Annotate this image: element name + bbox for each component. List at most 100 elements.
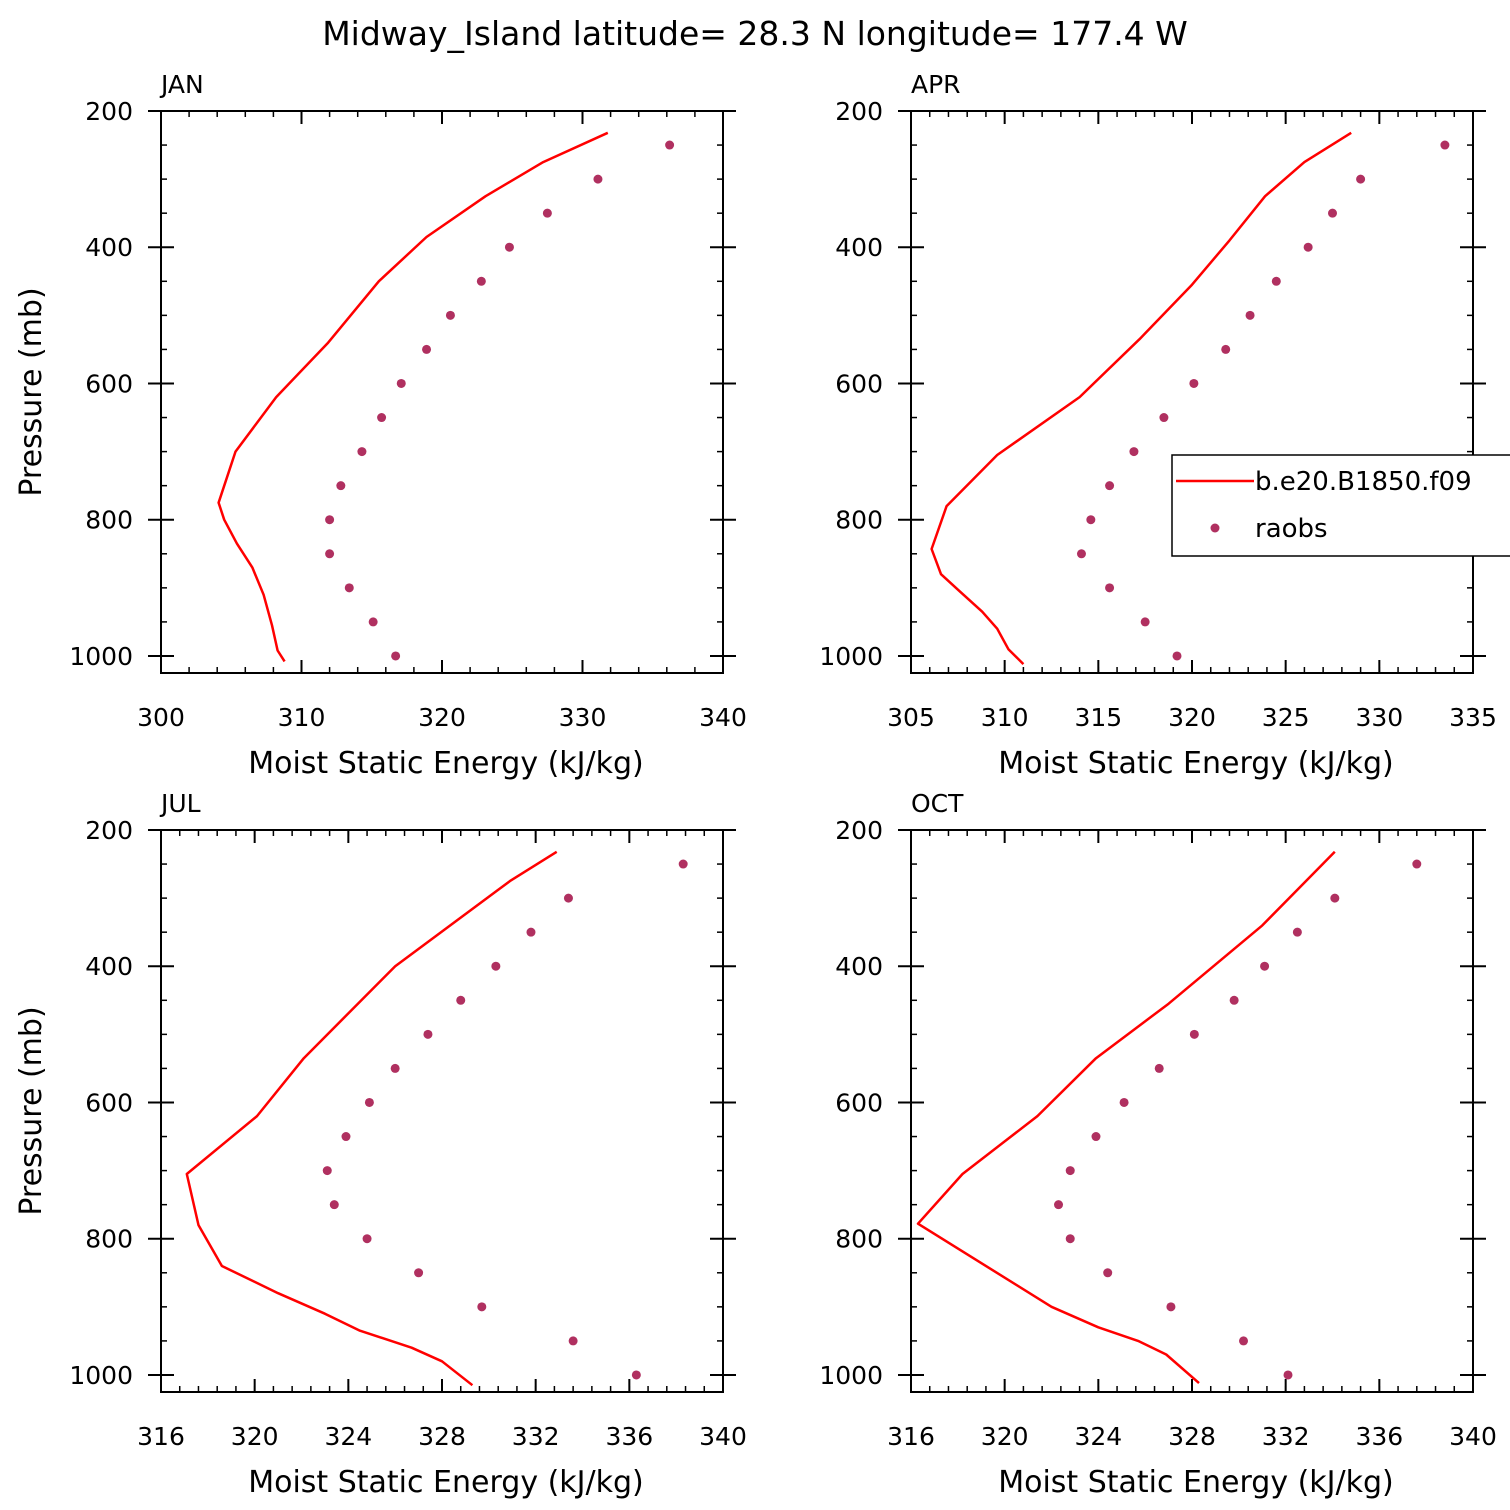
- obs-point: [329, 1200, 339, 1210]
- y-tick-label: 1000: [819, 642, 883, 671]
- obs-point: [368, 617, 378, 627]
- x-tick-label: 340: [1449, 1422, 1497, 1451]
- x-tick-label: 325: [1262, 703, 1310, 732]
- obs-point: [422, 344, 432, 354]
- obs-point: [504, 242, 514, 252]
- obs-point: [1140, 617, 1150, 627]
- obs-point: [1229, 995, 1239, 1005]
- y-tick-label: 200: [85, 816, 133, 845]
- panel-month-label: APR: [911, 70, 961, 99]
- model-line: [930, 131, 1352, 665]
- obs-point: [1412, 859, 1422, 869]
- obs-point: [1330, 893, 1340, 903]
- legend-box: [1171, 454, 1510, 557]
- x-tick-label: 310: [981, 703, 1029, 732]
- x-tick-label: 320: [981, 1422, 1029, 1451]
- obs-point: [445, 310, 455, 320]
- y-axis-label: Pressure (mb): [14, 1006, 49, 1215]
- obs-point: [1105, 481, 1115, 491]
- obs-point: [377, 413, 387, 423]
- model-line: [217, 131, 609, 663]
- x-tick-label: 305: [887, 703, 935, 732]
- obs-point: [1054, 1200, 1064, 1210]
- obs-point: [396, 378, 406, 388]
- obs-point: [322, 1166, 332, 1176]
- obs-point: [1239, 1336, 1249, 1346]
- x-tick-label: 340: [699, 703, 747, 732]
- x-tick-label: 324: [324, 1422, 372, 1451]
- y-axis-label: Pressure (mb): [14, 287, 49, 496]
- y-tick-label: 400: [835, 233, 883, 262]
- x-tick-label: 330: [1355, 703, 1403, 732]
- y-tick-label: 600: [835, 1088, 883, 1117]
- obs-point: [491, 961, 501, 971]
- obs-point: [1189, 1029, 1199, 1039]
- panel-month-label: JUL: [159, 789, 201, 818]
- obs-point: [631, 1370, 641, 1380]
- legend-obs-label: raobs: [1255, 514, 1328, 544]
- obs-point: [362, 1234, 372, 1244]
- model-line: [916, 850, 1336, 1385]
- obs-point: [1283, 1370, 1293, 1380]
- y-tick-label: 600: [85, 1088, 133, 1117]
- x-tick-label: 310: [278, 703, 326, 732]
- x-axis-label: Moist Static Energy (kJ/kg): [248, 746, 644, 781]
- y-tick-label: 800: [85, 506, 133, 535]
- model-line: [185, 850, 558, 1387]
- y-tick-label: 400: [85, 952, 133, 981]
- obs-point: [1245, 310, 1255, 320]
- obs-point: [1356, 174, 1366, 184]
- obs-point: [341, 1132, 351, 1142]
- obs-point: [357, 447, 367, 457]
- x-tick-label: 336: [1355, 1422, 1403, 1451]
- legend: b.e20.B1850.f09 raobs: [1171, 454, 1510, 557]
- y-tick-label: 400: [835, 952, 883, 981]
- panel-oct: OCT 316 320 324 328 332 336 340 200 400 600 800 1000…: [819, 789, 1496, 1500]
- obs-point: [336, 481, 346, 491]
- obs-point: [1159, 413, 1169, 423]
- obs-point: [1065, 1166, 1075, 1176]
- obs-point: [1154, 1063, 1164, 1073]
- obs-point: [1260, 961, 1270, 971]
- x-tick-label: 335: [1449, 703, 1497, 732]
- x-tick-label: 328: [418, 1422, 466, 1451]
- obs-point: [1271, 276, 1281, 286]
- obs-point: [1172, 651, 1182, 661]
- obs-point: [563, 893, 573, 903]
- x-axis-label: Moist Static Energy (kJ/kg): [998, 1465, 1394, 1500]
- obs-point: [593, 174, 603, 184]
- y-tick-label: 600: [85, 369, 133, 398]
- figure-title: Midway_Island latitude= 28.3 N longitude…: [322, 14, 1188, 53]
- obs-point: [391, 651, 401, 661]
- obs-point: [1440, 140, 1450, 150]
- obs-point: [344, 583, 354, 593]
- obs-point: [1103, 1268, 1113, 1278]
- y-tick-label: 600: [835, 369, 883, 398]
- legend-obs-swatch: [1210, 523, 1220, 533]
- panel-month-label: JAN: [159, 70, 204, 99]
- obs-point: [1292, 927, 1302, 937]
- y-tick-label: 1000: [819, 1361, 883, 1390]
- obs-point: [1221, 344, 1231, 354]
- panel-month-label: OCT: [911, 789, 964, 818]
- x-tick-label: 316: [887, 1422, 935, 1451]
- obs-point: [678, 859, 688, 869]
- obs-point: [456, 995, 466, 1005]
- obs-point: [414, 1268, 424, 1278]
- obs-point: [1303, 242, 1313, 252]
- x-axis-label: Moist Static Energy (kJ/kg): [248, 1465, 644, 1500]
- x-tick-label: 320: [418, 703, 466, 732]
- obs-point: [568, 1336, 578, 1346]
- y-tick-label: 200: [835, 97, 883, 126]
- x-tick-label: 300: [137, 703, 185, 732]
- obs-point: [1129, 447, 1139, 457]
- obs-point: [325, 549, 335, 559]
- obs-point: [1189, 378, 1199, 388]
- plot-frame: [160, 829, 724, 1393]
- x-tick-label: 324: [1074, 1422, 1122, 1451]
- obs-point: [476, 276, 486, 286]
- panel-apr: APR 305 310 315 320 325 330 335 200 400 600 800 1000…: [819, 70, 1496, 781]
- obs-point: [390, 1063, 400, 1073]
- obs-point: [1065, 1234, 1075, 1244]
- panels: JAN 300 310 320 330 340 200 400 600 800 1000 Moist …: [14, 70, 1497, 1500]
